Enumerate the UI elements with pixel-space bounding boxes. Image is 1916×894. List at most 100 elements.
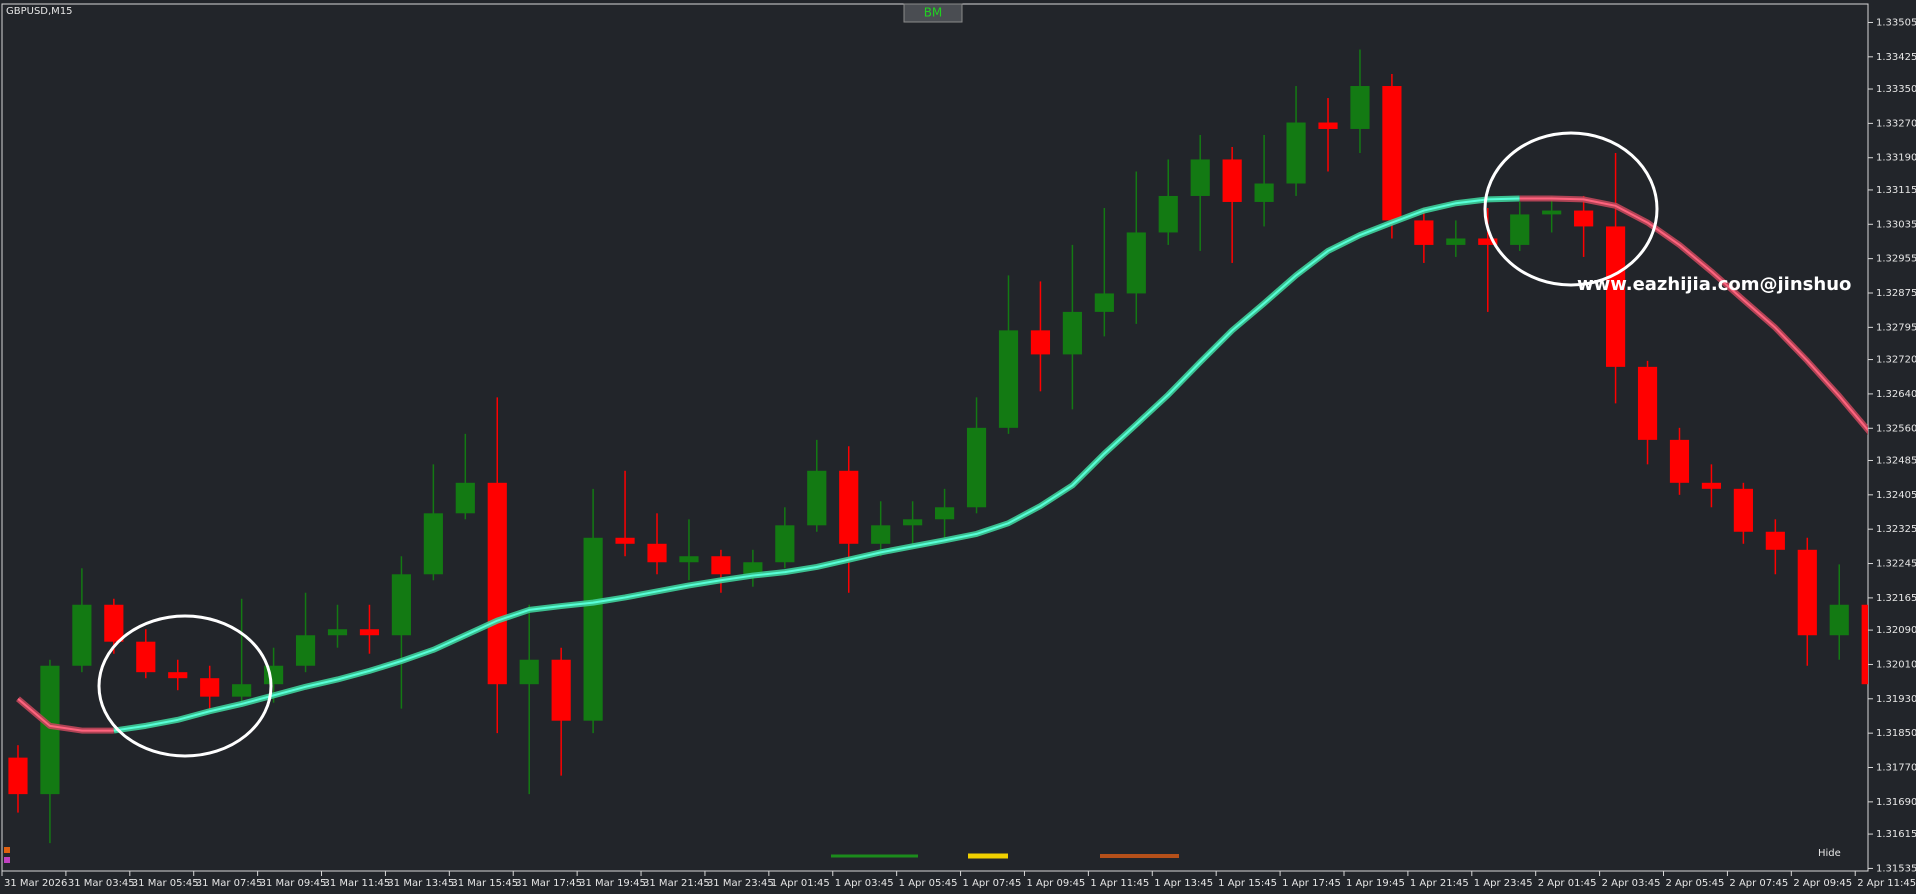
- candle-body: [1030, 330, 1051, 355]
- y-tick-label: 1.32640: [1876, 389, 1916, 400]
- candle-body: [1190, 159, 1210, 196]
- moving-average-core: [17, 698, 114, 732]
- x-tick-label: 1 Apr 21:45: [1410, 878, 1469, 889]
- candle-body: [40, 665, 60, 795]
- candle-body: [935, 507, 955, 520]
- y-tick-label: 1.33035: [1876, 219, 1916, 230]
- candle-body: [903, 519, 923, 526]
- candle-body: [136, 641, 156, 673]
- candle-body: [1765, 531, 1785, 550]
- candle-body: [1478, 238, 1498, 245]
- x-tick-label: 31 Mar 15:45: [451, 878, 518, 889]
- x-tick-label: 2 Apr 11:45: [1857, 878, 1916, 889]
- symbol-title: GBPUSD,M15: [6, 6, 73, 17]
- x-tick-label: 31 Mar 05:45: [132, 878, 199, 889]
- x-tick-label: 2 Apr 05:45: [1666, 878, 1725, 889]
- candle-body: [966, 427, 987, 508]
- x-tick-label: 1 Apr 11:45: [1090, 878, 1149, 889]
- candle-body: [1637, 366, 1658, 440]
- candle-body: [1382, 86, 1402, 221]
- x-tick-label: 31 Mar 23:45: [707, 878, 774, 889]
- bm-button-label[interactable]: BM: [924, 6, 943, 20]
- candle-body: [200, 678, 220, 697]
- candle-body: [1446, 238, 1466, 245]
- x-tick-label: 31 Mar 17:45: [515, 878, 582, 889]
- y-tick-label: 1.32010: [1876, 659, 1916, 670]
- y-tick-label: 1.31770: [1876, 763, 1916, 774]
- candle-body: [1094, 293, 1114, 312]
- candle-body: [168, 672, 188, 679]
- x-tick-label: 31 Mar 07:45: [196, 878, 263, 889]
- candle-body: [391, 574, 411, 636]
- candle-body: [1574, 210, 1594, 227]
- candle-body: [551, 659, 571, 721]
- y-tick-label: 1.33270: [1876, 118, 1916, 129]
- x-tick-label: 1 Apr 19:45: [1346, 878, 1405, 889]
- x-tick-label: 1 Apr 03:45: [835, 878, 894, 889]
- candle-body: [1542, 210, 1562, 215]
- y-tick-label: 1.31615: [1876, 829, 1916, 840]
- y-tick-label: 1.32245: [1876, 559, 1916, 570]
- candle-body: [679, 556, 699, 563]
- candle-body: [232, 684, 252, 697]
- x-tick-label: 1 Apr 13:45: [1154, 878, 1213, 889]
- candle-body: [807, 470, 827, 526]
- candle-body: [327, 629, 348, 636]
- candle-body: [1254, 183, 1274, 202]
- y-tick-label: 1.31535: [1876, 863, 1916, 874]
- y-tick-label: 1.31930: [1876, 694, 1916, 705]
- candle-body: [1669, 439, 1690, 483]
- x-tick-label: 2 Apr 09:45: [1793, 878, 1852, 889]
- candle-body: [647, 543, 667, 563]
- y-tick-label: 1.32720: [1876, 355, 1916, 366]
- candle-body: [583, 537, 603, 721]
- moving-average-core: [1519, 197, 1868, 432]
- candle-body: [1222, 159, 1242, 202]
- y-tick-label: 1.33115: [1876, 185, 1916, 196]
- candle-body: [1414, 220, 1434, 245]
- y-tick-label: 1.32560: [1876, 423, 1916, 434]
- y-tick-label: 1.32795: [1876, 322, 1916, 333]
- x-tick-label: 2 Apr 01:45: [1538, 878, 1597, 889]
- candle-body: [1861, 604, 1868, 685]
- x-tick-label: 31 Mar 03:45: [68, 878, 135, 889]
- x-tick-label: 1 Apr 15:45: [1218, 878, 1277, 889]
- y-tick-label: 1.31690: [1876, 797, 1916, 808]
- x-tick-label: 31 Mar 09:45: [260, 878, 327, 889]
- x-tick-label: 2 Apr 03:45: [1602, 878, 1661, 889]
- y-tick-label: 1.33425: [1876, 52, 1916, 63]
- candle-body: [1701, 482, 1722, 489]
- candle-body: [295, 635, 316, 666]
- hide-button[interactable]: Hide: [1818, 848, 1841, 859]
- y-tick-label: 1.32955: [1876, 254, 1916, 265]
- candle-body: [1510, 214, 1530, 245]
- y-tick-label: 1.32875: [1876, 288, 1916, 299]
- x-tick-label: 1 Apr 17:45: [1282, 878, 1341, 889]
- candle-body: [1126, 232, 1146, 294]
- x-tick-label: 2 Apr 07:45: [1729, 878, 1788, 889]
- x-tick-label: 31 Mar 11:45: [324, 878, 391, 889]
- x-tick-label: 1 Apr 05:45: [899, 878, 958, 889]
- y-tick-label: 1.32485: [1876, 455, 1916, 466]
- bm-button[interactable]: [903, 3, 963, 23]
- candle-body: [1797, 549, 1817, 636]
- candle-body: [519, 659, 539, 685]
- y-tick-label: 1.33350: [1876, 84, 1916, 95]
- candle-body: [359, 629, 380, 636]
- y-tick-label: 1.32325: [1876, 524, 1916, 535]
- candle-body: [8, 757, 28, 795]
- candle-body: [775, 525, 795, 563]
- candle-body: [1350, 86, 1370, 129]
- candle-body: [711, 556, 731, 575]
- annotation-circle: [97, 614, 273, 758]
- candle-body: [743, 562, 763, 575]
- candle-body: [1062, 311, 1082, 355]
- candle-body: [1605, 226, 1626, 367]
- x-tick-label: 31 Mar 13:45: [387, 878, 454, 889]
- candle-body: [839, 470, 859, 544]
- x-tick-label: 31 Mar 2026: [4, 878, 67, 889]
- candle-body: [455, 482, 475, 514]
